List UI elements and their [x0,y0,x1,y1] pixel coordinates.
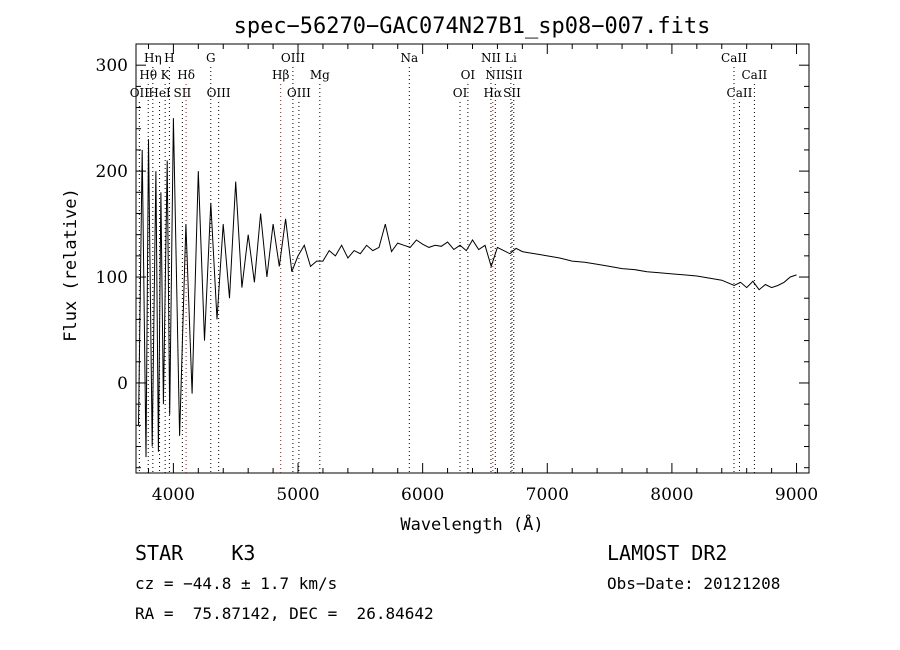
spectral-lines-layer: OIIHηHθHeIKHSIIHδGOIIIHβOIIIOIIIMgNaOIOI… [130,51,768,473]
spectral-line-label: SII [505,68,523,82]
obs-date: Obs−Date: 20121208 [607,574,780,593]
y-tick-label: 200 [96,162,128,182]
spectral-line-label: Hδ [177,68,195,82]
spectral-line-label: SII [503,86,521,100]
spectral-line-label: G [206,51,216,65]
y-axis-title: Flux (relative) [61,188,81,342]
x-tick-label: 4000 [152,485,195,505]
spectral-line-label: HeI [148,86,171,100]
y-tick-label: 0 [117,374,128,394]
spectral-line-label: OI [461,68,476,82]
object-class: STAR K3 [135,541,255,565]
spectral-line-label: OI [453,86,468,100]
spectral-line-label: CaII [741,68,767,82]
spectral-line-label: OII [130,86,150,100]
plot-frame [136,44,809,473]
chart-title: spec−56270−GAC074N27B1_sp08−007.fits [234,14,711,39]
coordinates: RA = 75.87142, DEC = 26.84642 [135,604,434,623]
spectral-line-label: NII [485,68,505,82]
x-tick-label: 5000 [276,485,319,505]
x-tick-label: 6000 [401,485,444,505]
spectral-line-label: NII [481,51,501,65]
x-axis-title: Wavelength (Å) [400,513,543,535]
spectral-line-label: CaII [721,51,747,65]
spectral-line-label: Na [400,51,418,65]
spectral-line-label: Hβ [272,68,289,82]
spectral-line-label: OIII [281,51,305,65]
ticks-layer: 4000 5000 6000 7000 8000 9000 0 100 200 300 [96,44,819,505]
spectral-line-label: Mg [310,68,330,82]
spectral-line-label: Hα [484,86,503,100]
x-tick-label: 7000 [526,485,569,505]
spectral-line-label: OIII [287,86,311,100]
x-tick-label: 9000 [775,485,818,505]
spectral-line-label: Hθ [139,68,157,82]
redshift-readout: cz = −44.8 ± 1.7 km/s [135,574,337,593]
survey-name: LAMOST DR2 [607,541,727,565]
spectral-line-label: OIII [207,86,231,100]
x-tick-label: 8000 [650,485,693,505]
spectral-line-label: SII [174,86,192,100]
spectral-line-label: CaII [727,86,753,100]
y-tick-label: 300 [96,56,128,76]
spectral-line-label: Li [505,51,517,65]
spectral-line-label: Hη [144,51,162,65]
y-tick-label: 100 [96,268,128,288]
